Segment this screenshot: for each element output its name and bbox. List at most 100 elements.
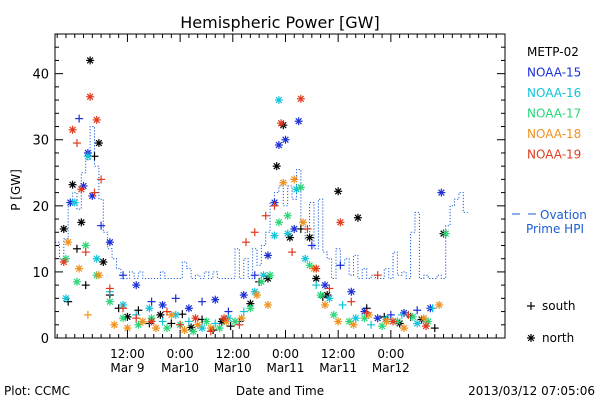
- data-point: [86, 56, 95, 65]
- data-point: [198, 297, 207, 306]
- data-point: [147, 297, 156, 306]
- data-point: [184, 317, 193, 326]
- data-point: [59, 258, 68, 266]
- data-point: [191, 314, 200, 323]
- data-point: [250, 271, 259, 280]
- data-point: [206, 327, 215, 336]
- data-point: [239, 307, 248, 316]
- data-point: [437, 188, 446, 197]
- data-point: [274, 141, 283, 150]
- data-point: [263, 300, 272, 309]
- data-point: [347, 287, 356, 296]
- data-point: [296, 94, 305, 103]
- data-point: [178, 310, 187, 319]
- data-point: [94, 139, 103, 148]
- data-point: [81, 281, 90, 290]
- data-point: [421, 322, 430, 331]
- x-tick-date-label: Mar11: [267, 361, 305, 375]
- data-point: [400, 324, 409, 333]
- x-tick-label: 0:00: [167, 347, 194, 361]
- data-point: [272, 162, 281, 171]
- data-point: [176, 320, 185, 329]
- data-point: [138, 317, 147, 326]
- data-point: [86, 92, 95, 101]
- data-point: [303, 224, 312, 233]
- data-point: [347, 297, 356, 306]
- data-point: [167, 310, 176, 319]
- data-point: [105, 284, 114, 293]
- marker-legend-symbol: [527, 302, 535, 310]
- legend-entry: METP-02: [527, 45, 579, 59]
- data-point: [305, 233, 314, 242]
- data-point: [349, 320, 358, 329]
- data-point: [312, 281, 321, 290]
- data-point: [211, 319, 220, 328]
- plot-timestamp: 2013/03/12 07:05:06: [468, 384, 595, 398]
- series-noaa-17: [61, 183, 450, 336]
- x-tick-label: 0:00: [272, 347, 299, 361]
- data-point: [70, 198, 79, 207]
- data-point: [277, 119, 286, 128]
- data-point: [290, 175, 299, 184]
- data-point: [61, 294, 70, 303]
- data-point: [321, 300, 329, 309]
- data-point: [283, 229, 292, 238]
- data-point: [290, 224, 299, 233]
- x-axis-label: Date and Time: [236, 384, 324, 398]
- data-point: [72, 277, 81, 286]
- data-point: [189, 327, 198, 336]
- ovation-prime-hpi-line: [55, 126, 468, 279]
- data-point: [274, 96, 283, 105]
- legend-entry: NOAA-17: [527, 107, 581, 121]
- data-point: [119, 304, 128, 313]
- x-tick-date-label: Mar 9: [110, 361, 144, 375]
- data-point: [162, 307, 171, 316]
- x-tick-label: 12:00: [110, 347, 145, 361]
- data-point: [77, 185, 86, 194]
- data-point: [413, 319, 422, 328]
- data-point: [325, 294, 334, 303]
- data-point: [97, 175, 106, 184]
- data-point: [64, 238, 73, 247]
- data-point: [362, 308, 371, 317]
- data-point: [68, 180, 77, 189]
- hpi-legend-label: Ovation: [540, 208, 587, 222]
- data-point: [59, 224, 68, 233]
- data-point: [105, 238, 114, 247]
- data-point: [171, 294, 180, 303]
- data-point: [386, 310, 395, 319]
- data-point: [305, 261, 314, 270]
- data-point: [105, 297, 114, 306]
- data-points-layer: [59, 56, 450, 336]
- x-tick-date-label: Mar12: [372, 361, 410, 375]
- x-tick-date-label: Mar11: [319, 361, 357, 375]
- data-point: [211, 295, 220, 304]
- data-point: [92, 254, 101, 263]
- data-point: [119, 271, 128, 280]
- data-point: [296, 183, 305, 192]
- data-point: [316, 291, 325, 300]
- data-point: [259, 271, 268, 280]
- data-point: [338, 300, 347, 309]
- y-tick-label: 10: [32, 266, 49, 281]
- data-point: [99, 258, 108, 266]
- data-point: [180, 326, 189, 335]
- data-point: [75, 114, 84, 123]
- data-point: [334, 317, 343, 326]
- x-tick-label: 12:00: [321, 347, 356, 361]
- data-point: [226, 322, 235, 331]
- legend-entry: NOAA-15: [527, 66, 581, 80]
- data-point: [367, 320, 376, 329]
- data-point: [94, 271, 103, 280]
- data-point: [132, 281, 141, 290]
- data-point: [312, 264, 321, 273]
- data-point: [261, 211, 270, 220]
- x-tick-label: 0:00: [377, 347, 404, 361]
- data-point: [430, 324, 439, 333]
- marker-legend-label: south: [542, 299, 576, 313]
- series-noaa-18: [64, 175, 444, 335]
- data-point: [281, 135, 290, 144]
- data-point: [68, 125, 77, 134]
